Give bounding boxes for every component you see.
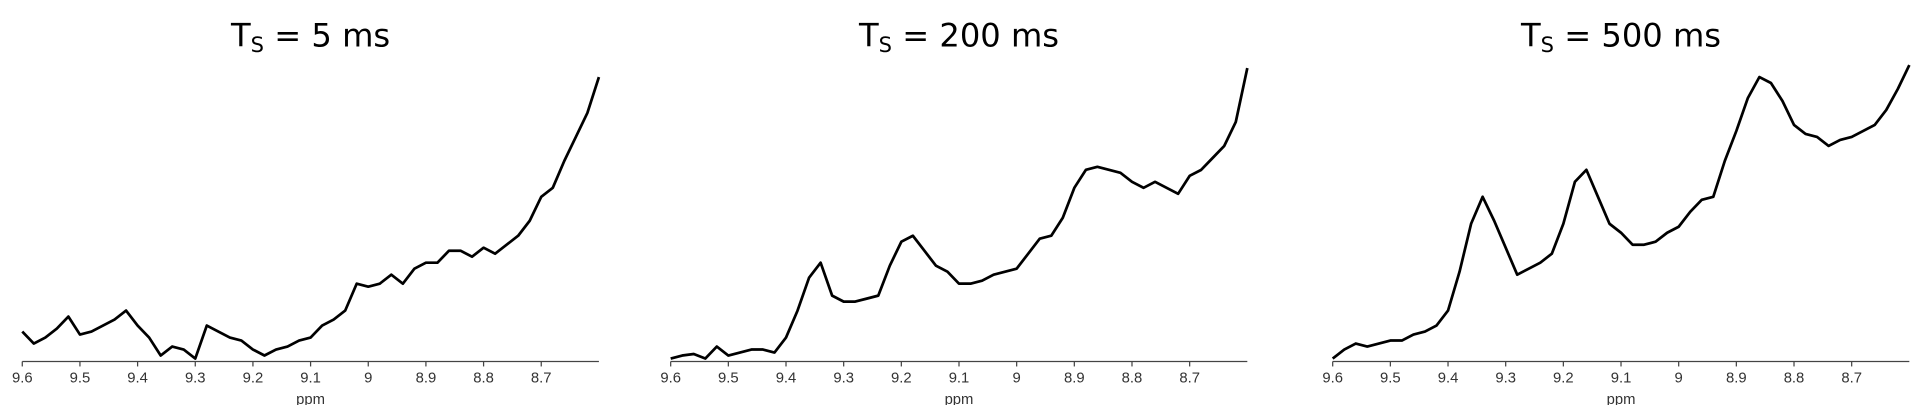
title-rest: = 500 ms <box>1554 16 1721 54</box>
title-sub: S <box>1541 32 1554 57</box>
x-axis-label: ppm <box>945 392 974 405</box>
title-rest: = 200 ms <box>892 16 1059 54</box>
panel-title: TS = 500 ms <box>1520 16 1721 57</box>
x-tick-label: 9.4 <box>776 371 797 387</box>
x-tick-label: 9.5 <box>1380 371 1401 387</box>
x-tick-label: 9.6 <box>660 371 681 387</box>
x-tick-label: 9 <box>1013 371 1021 387</box>
x-tick-label: 9.2 <box>243 371 264 387</box>
x-tick-label: 9.3 <box>833 371 854 387</box>
x-tick-label: 9.3 <box>1495 371 1516 387</box>
x-tick-label: 9.5 <box>70 371 91 387</box>
spectrum-line <box>1331 64 1911 360</box>
x-tick-label: 9.1 <box>300 371 321 387</box>
x-tick-label: 8.8 <box>1122 371 1143 387</box>
x-tick-label: 9 <box>364 371 372 387</box>
x-tick-label: 8.7 <box>531 371 552 387</box>
spectrum-line <box>670 67 1249 360</box>
x-tick-label: 9.6 <box>1322 371 1343 387</box>
x-tick-label: 9.5 <box>718 371 739 387</box>
x-tick-label: 9.4 <box>127 371 148 387</box>
x-tick-label: 9.6 <box>12 371 33 387</box>
x-tick-label: 9.3 <box>185 371 206 387</box>
x-tick-label: 9.4 <box>1438 371 1459 387</box>
panel: TS = 200 ms 9.6 9.5 9.4 9.3 9.2 9.1 9 8.9 8.8 8.7 p… <box>660 16 1249 405</box>
title-sub: S <box>879 32 892 57</box>
x-tick-label: 8.7 <box>1841 371 1862 387</box>
panel: TS = 5 ms 9.6 9.5 9.4 9.3 9.2 9.1 9 8.9 8.8 8.7 ppm <box>12 16 601 405</box>
x-tick-label: 8.9 <box>1726 371 1747 387</box>
title-rest: = 5 ms <box>264 16 390 54</box>
spectrum-line <box>21 76 601 360</box>
x-tick-label: 9.1 <box>949 371 970 387</box>
x-tick-label: 9.2 <box>1553 371 1574 387</box>
panel: TS = 500 ms 9.6 9.5 9.4 9.3 9.2 9.1 9 8.9 8.8 8.7 p… <box>1322 16 1911 405</box>
x-tick-label: 8.9 <box>416 371 437 387</box>
x-tick-label: 8.8 <box>1784 371 1805 387</box>
panel-title: TS = 200 ms <box>858 16 1059 57</box>
x-tick-label: 8.9 <box>1064 371 1085 387</box>
title-sub: S <box>251 32 264 57</box>
x-tick-label: 9.2 <box>891 371 912 387</box>
x-axis-label: ppm <box>296 392 325 405</box>
x-tick-label: 9 <box>1675 371 1683 387</box>
x-tick-label: 9.1 <box>1611 371 1632 387</box>
x-tick-label: 8.8 <box>473 371 494 387</box>
title-main: T <box>230 16 251 54</box>
x-tick-label: 8.7 <box>1179 371 1200 387</box>
title-main: T <box>1520 16 1541 54</box>
x-axis-label: ppm <box>1607 392 1636 405</box>
panel-title: TS = 5 ms <box>230 16 390 57</box>
title-main: T <box>858 16 879 54</box>
